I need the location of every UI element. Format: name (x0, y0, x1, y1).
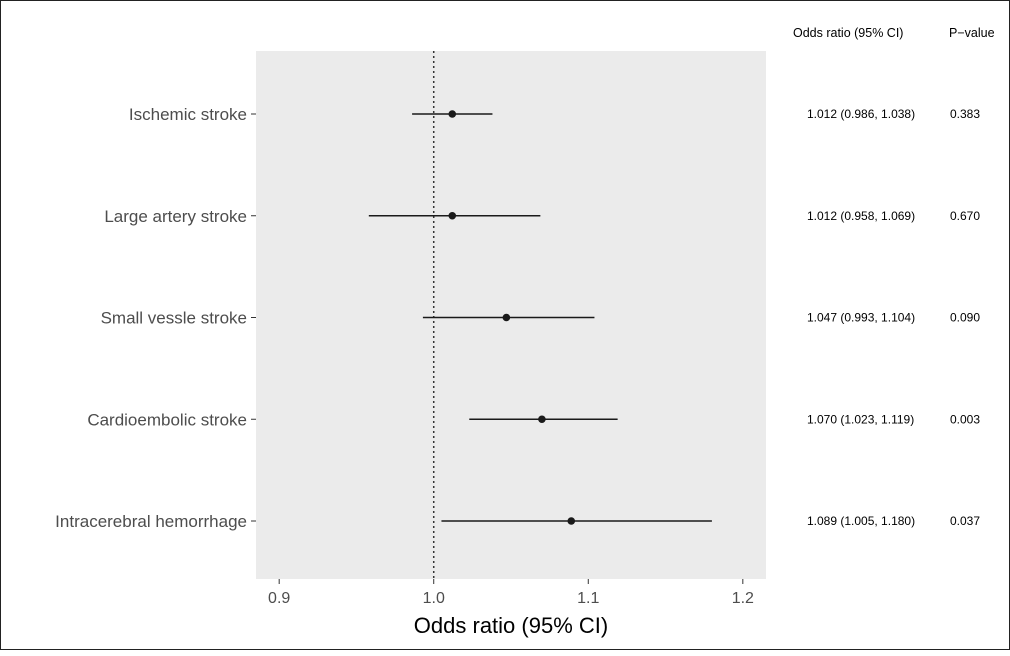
forest-row: Large artery stroke (104, 207, 541, 226)
row-label: Small vessle stroke (101, 309, 247, 328)
or-point (448, 211, 457, 220)
p-value-text: 0.037 (950, 514, 980, 528)
or-point (538, 415, 546, 424)
table-header-p: P−value (949, 26, 995, 40)
ci-text: 1.070 (1.023, 1.119) (807, 412, 914, 426)
x-tick-label: 0.9 (268, 590, 290, 607)
x-tick-label: 1.2 (732, 590, 754, 607)
table-header-or: Odds ratio (95% CI) (793, 26, 903, 40)
row-label: Large artery stroke (104, 207, 247, 226)
row-label: Cardioembolic stroke (87, 410, 247, 429)
x-tick-label: 1.0 (423, 590, 445, 607)
p-value-text: 0.670 (950, 209, 980, 223)
x-axis-title: Odds ratio (95% CI) (414, 613, 608, 638)
forest-row: Cardioembolic stroke (87, 410, 618, 429)
ci-text: 1.012 (0.958, 1.069) (807, 209, 915, 223)
or-point (567, 517, 576, 525)
row-label: Intracerebral hemorrhage (55, 512, 247, 531)
or-point (502, 313, 511, 322)
ci-text: 1.089 (1.005, 1.180) (807, 514, 915, 528)
row-label: Ischemic stroke (129, 105, 247, 124)
forest-row: Intracerebral hemorrhage (55, 512, 712, 531)
forest-row: Ischemic stroke (129, 105, 493, 124)
x-tick-label: 1.1 (577, 590, 599, 607)
p-value-text: 0.003 (950, 412, 980, 426)
p-value-text: 0.383 (950, 107, 980, 121)
plot-panel (256, 51, 766, 579)
ci-text: 1.012 (0.986, 1.038) (807, 107, 915, 121)
forest-row: Small vessle stroke (101, 309, 595, 328)
ci-text: 1.047 (0.993, 1.104) (807, 311, 915, 325)
p-value-text: 0.090 (950, 311, 980, 325)
or-point (448, 110, 457, 118)
